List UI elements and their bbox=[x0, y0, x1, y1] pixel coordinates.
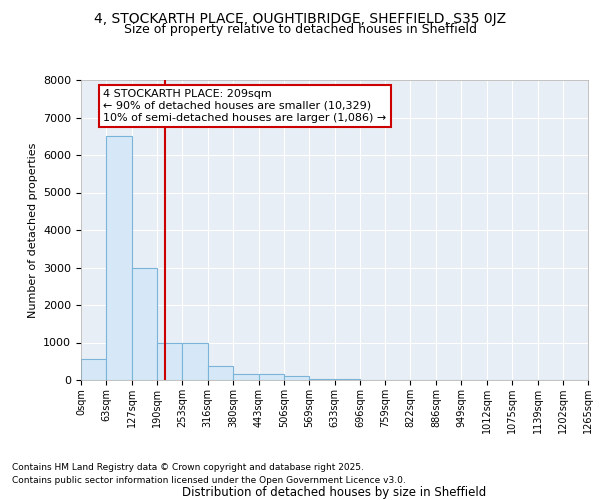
Y-axis label: Number of detached properties: Number of detached properties bbox=[28, 142, 38, 318]
Bar bbox=[233, 374, 259, 380]
Bar bbox=[157, 342, 182, 380]
Bar bbox=[132, 268, 157, 380]
Text: 4, STOCKARTH PLACE, OUGHTIBRIDGE, SHEFFIELD, S35 0JZ: 4, STOCKARTH PLACE, OUGHTIBRIDGE, SHEFFI… bbox=[94, 12, 506, 26]
Text: Contains HM Land Registry data © Crown copyright and database right 2025.: Contains HM Land Registry data © Crown c… bbox=[12, 464, 364, 472]
Bar bbox=[259, 374, 284, 380]
Bar bbox=[309, 379, 335, 380]
Bar bbox=[208, 366, 233, 380]
X-axis label: Distribution of detached houses by size in Sheffield: Distribution of detached houses by size … bbox=[182, 486, 487, 499]
Bar bbox=[182, 342, 208, 380]
Bar bbox=[81, 360, 106, 380]
Text: 4 STOCKARTH PLACE: 209sqm
← 90% of detached houses are smaller (10,329)
10% of s: 4 STOCKARTH PLACE: 209sqm ← 90% of detac… bbox=[103, 90, 386, 122]
Text: Size of property relative to detached houses in Sheffield: Size of property relative to detached ho… bbox=[124, 22, 476, 36]
Bar bbox=[106, 136, 132, 380]
Text: Contains public sector information licensed under the Open Government Licence v3: Contains public sector information licen… bbox=[12, 476, 406, 485]
Bar bbox=[284, 376, 309, 380]
